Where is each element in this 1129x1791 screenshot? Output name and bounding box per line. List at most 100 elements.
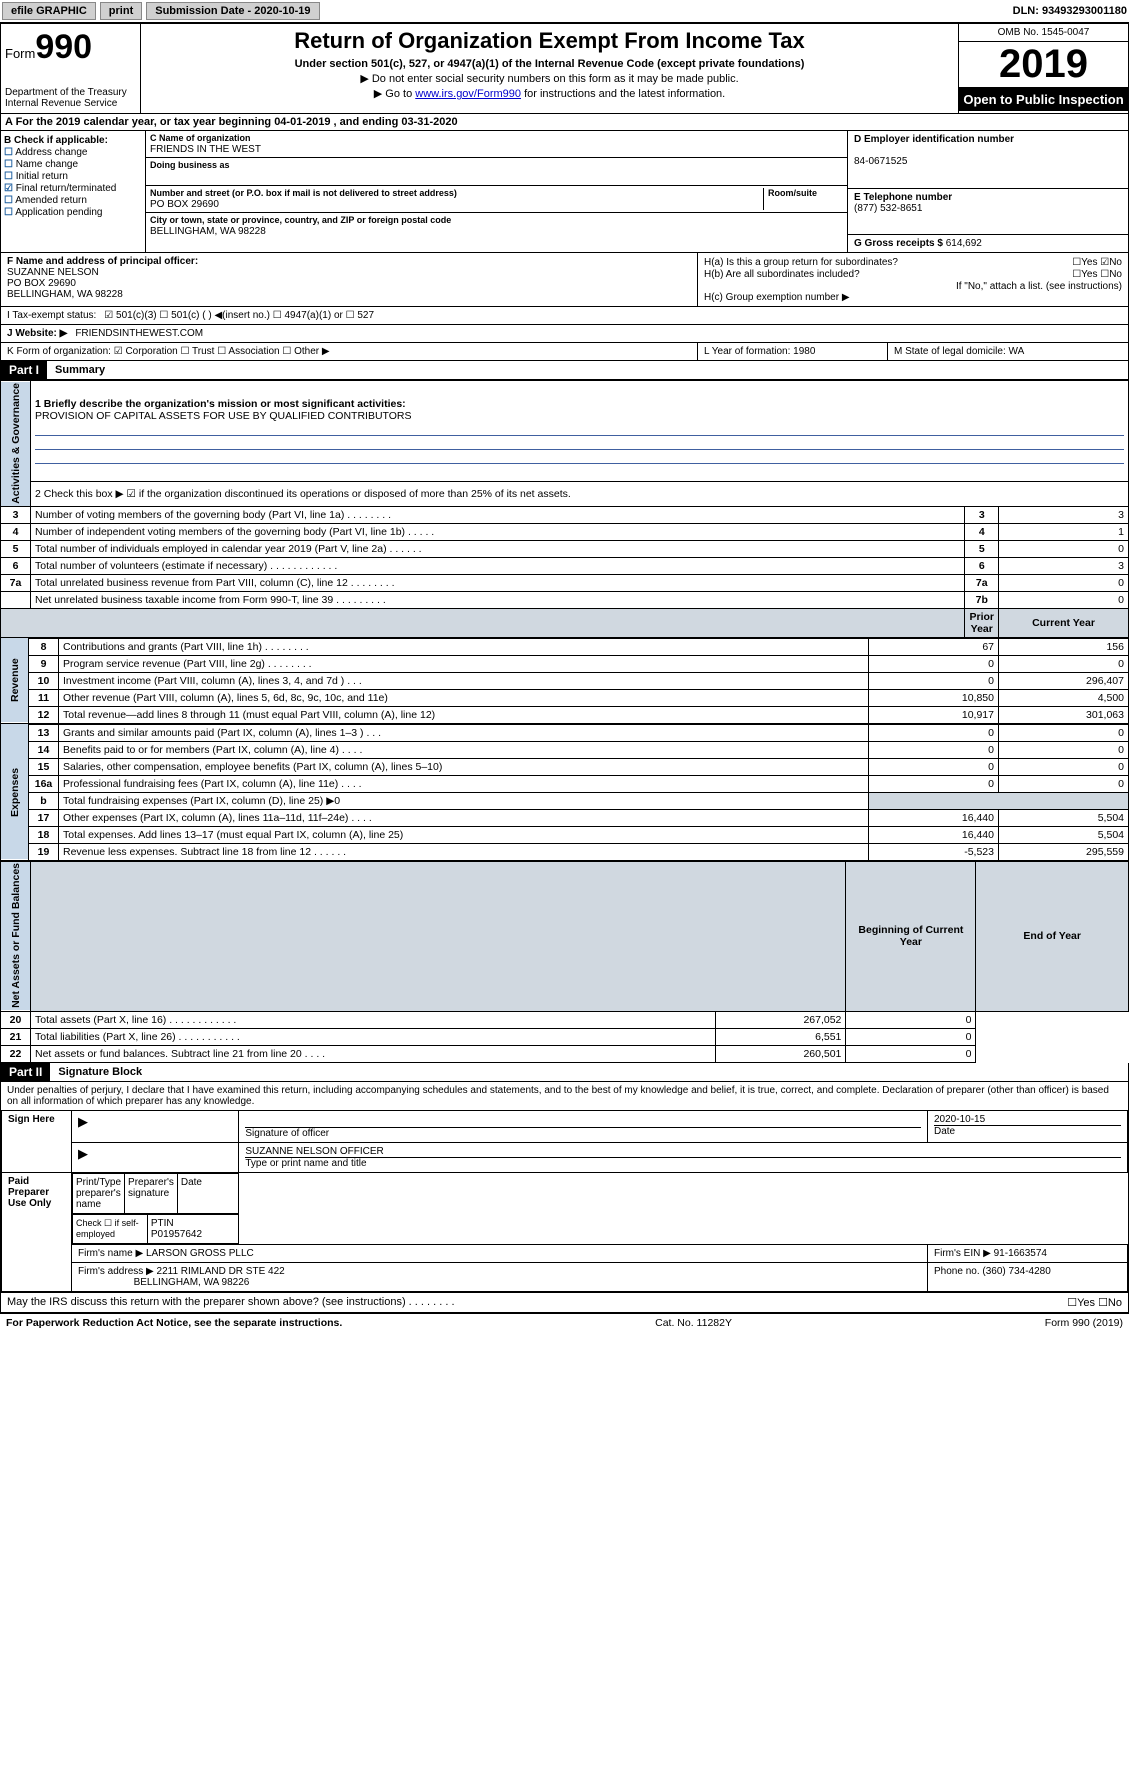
org-name: FRIENDS IN THE WEST: [150, 144, 261, 155]
sign-here: Sign Here: [2, 1110, 72, 1172]
firm-ein-label: Firm's EIN ▶: [934, 1248, 991, 1259]
ein-value: 84-0671525: [854, 156, 907, 167]
row-j-website: J Website: ▶ FRIENDSINTHEWEST.COM: [0, 325, 1129, 343]
checkbox-address-change[interactable]: ☐ Address change: [4, 147, 142, 158]
dba-label: Doing business as: [150, 160, 230, 170]
section-bcd: B Check if applicable: ☐ Address change☐…: [0, 131, 1129, 253]
part1-table: Activities & Governance 1 Briefly descri…: [0, 380, 1129, 638]
hdr-beg: Beginning of Current Year: [846, 861, 976, 1011]
state-domicile: M State of legal domicile: WA: [888, 343, 1128, 360]
checkbox-initial-return[interactable]: ☐ Initial return: [4, 171, 142, 182]
line1-label: 1 Briefly describe the organization's mi…: [35, 398, 406, 410]
tax-status-options: ☑ 501(c)(3) ☐ 501(c) ( ) ◀(insert no.) ☐…: [104, 310, 374, 321]
table-row: 17Other expenses (Part IX, column (A), l…: [1, 809, 1129, 826]
header-mid: Return of Organization Exempt From Incom…: [141, 24, 958, 113]
checkbox-amended-return[interactable]: ☐ Amended return: [4, 195, 142, 206]
irs-link[interactable]: www.irs.gov/Form990: [415, 88, 521, 100]
table-row: 9Program service revenue (Part VIII, lin…: [1, 655, 1129, 672]
line1-value: PROVISION OF CAPITAL ASSETS FOR USE BY Q…: [35, 410, 412, 422]
part1-badge: Part I: [1, 361, 47, 379]
ein-label: D Employer identification number: [854, 134, 1014, 145]
table-row: 22Net assets or fund balances. Subtract …: [1, 1045, 1129, 1062]
table-row: 6Total number of volunteers (estimate if…: [1, 557, 1129, 574]
sig-date-label: Date: [934, 1126, 955, 1137]
checkbox-application-pending[interactable]: ☐ Application pending: [4, 207, 142, 218]
paid-preparer: Paid Preparer Use Only: [2, 1172, 72, 1291]
header-left: Form990 Department of the Treasury Inter…: [1, 24, 141, 113]
gross-label: G Gross receipts $: [854, 238, 943, 249]
hdr-end: End of Year: [976, 861, 1129, 1011]
table-row: 4Number of independent voting members of…: [1, 523, 1129, 540]
officer-label: F Name and address of principal officer:: [7, 256, 198, 267]
firm-name-label: Firm's name ▶: [78, 1248, 143, 1259]
part2-title: Signature Block: [50, 1064, 150, 1080]
table-row: 11Other revenue (Part VIII, column (A), …: [1, 689, 1129, 706]
side-net: Net Assets or Fund Balances: [1, 861, 31, 1011]
hb-note: If "No," attach a list. (see instruction…: [704, 281, 1122, 292]
tel-value: (877) 532-8651: [854, 203, 922, 214]
self-emp-check: Check ☐ if self-employed: [73, 1215, 148, 1243]
arrow-icon: ▶: [78, 1146, 88, 1161]
table-row: 14Benefits paid to or for members (Part …: [1, 741, 1129, 758]
officer-addr2: BELLINGHAM, WA 98228: [7, 289, 123, 300]
dept-treasury: Department of the Treasury Internal Reve…: [5, 87, 136, 109]
table-row: 5Total number of individuals employed in…: [1, 540, 1129, 557]
top-bar: efile GRAPHIC print Submission Date - 20…: [0, 0, 1129, 23]
table-row: 19Revenue less expenses. Subtract line 1…: [1, 843, 1129, 860]
table-row: 16aProfessional fundraising fees (Part I…: [1, 775, 1129, 792]
table-row: 15Salaries, other compensation, employee…: [1, 758, 1129, 775]
side-governance: Activities & Governance: [1, 381, 31, 507]
part1-title: Summary: [47, 362, 113, 378]
part2-badge: Part II: [1, 1063, 50, 1081]
discuss-answer: ☐Yes ☐No: [1067, 1296, 1122, 1309]
website-value: FRIENDSINTHEWEST.COM: [75, 328, 203, 339]
hdr-curr: Current Year: [999, 608, 1129, 637]
signature-section: Under penalties of perjury, I declare th…: [0, 1082, 1129, 1313]
table-row: 12Total revenue—add lines 8 through 11 (…: [1, 706, 1129, 723]
gross-value: 614,692: [946, 238, 982, 249]
phone-label: Phone no.: [934, 1266, 980, 1277]
line2-checkbox: 2 Check this box ▶ ☑ if the organization…: [31, 482, 1129, 506]
row-i-tax-status: I Tax-exempt status: ☑ 501(c)(3) ☐ 501(c…: [0, 307, 1129, 325]
hb-answer: ☐Yes ☐No: [1072, 269, 1122, 280]
form-subtitle: Under section 501(c), 527, or 4947(a)(1)…: [151, 58, 948, 70]
sig-name-label: Type or print name and title: [245, 1158, 366, 1169]
efile-button[interactable]: efile GRAPHIC: [2, 2, 96, 20]
col-b-header: B Check if applicable:: [4, 135, 142, 146]
tel-label: E Telephone number: [854, 192, 952, 203]
footer-mid: Cat. No. 11282Y: [655, 1317, 732, 1329]
table-row: 18Total expenses. Add lines 13–17 (must …: [1, 826, 1129, 843]
city-label: City or town, state or province, country…: [150, 215, 451, 225]
ha-answer: ☐Yes ☑No: [1072, 257, 1122, 268]
addr-label: Number and street (or P.O. box if mail i…: [150, 188, 457, 198]
tax-status-label: I Tax-exempt status:: [7, 310, 96, 321]
table-row: Expenses13Grants and similar amounts pai…: [1, 724, 1129, 741]
print-button[interactable]: print: [100, 2, 142, 20]
org-address: PO BOX 29690: [150, 199, 219, 210]
form-org-type: K Form of organization: ☑ Corporation ☐ …: [1, 343, 698, 360]
table-row: Net unrelated business taxable income fr…: [1, 591, 1129, 608]
ptin-value: P01957642: [151, 1229, 202, 1240]
hb-label: H(b) Are all subordinates included?: [704, 269, 860, 280]
col-b-checkboxes: B Check if applicable: ☐ Address change☐…: [1, 131, 146, 252]
sig-date-value: 2020-10-15: [934, 1114, 1121, 1126]
ptin-label: PTIN: [151, 1218, 174, 1229]
form-title: Return of Organization Exempt From Incom…: [151, 28, 948, 54]
form-prefix: Form: [5, 46, 35, 61]
firm-addr-label: Firm's address ▶: [78, 1266, 154, 1277]
submission-date: Submission Date - 2020-10-19: [146, 2, 319, 20]
note-ssn: ▶ Do not enter social security numbers o…: [151, 72, 948, 85]
table-row: 7aTotal unrelated business revenue from …: [1, 574, 1129, 591]
firm-addr2: BELLINGHAM, WA 98226: [134, 1277, 250, 1288]
footer-right: Form 990 (2019): [1045, 1317, 1123, 1329]
hdr-prior: Prior Year: [965, 608, 999, 637]
prep-date-label: Date: [178, 1174, 238, 1213]
name-label: C Name of organization: [150, 133, 251, 143]
org-city: BELLINGHAM, WA 98228: [150, 226, 266, 237]
revenue-table: Revenue8Contributions and grants (Part V…: [0, 638, 1129, 724]
phone-value: (360) 734-4280: [982, 1266, 1050, 1277]
col-c: C Name of organizationFRIENDS IN THE WES…: [146, 131, 848, 252]
checkbox-name-change[interactable]: ☐ Name change: [4, 159, 142, 170]
checkbox-final-return-terminated[interactable]: ☑ Final return/terminated: [4, 183, 142, 194]
netassets-table: Net Assets or Fund Balances Beginning of…: [0, 861, 1129, 1063]
